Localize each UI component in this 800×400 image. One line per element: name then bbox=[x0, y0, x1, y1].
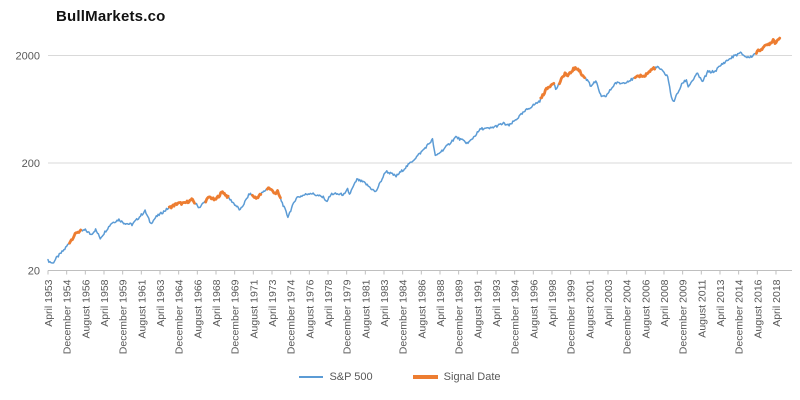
y-axis-label: 20 bbox=[28, 266, 40, 278]
signal-date-segment bbox=[265, 186, 282, 200]
x-axis-label: December 1979 bbox=[342, 279, 354, 354]
x-axis-label: April 2018 bbox=[771, 279, 783, 326]
x-axis-label: December 1964 bbox=[174, 279, 186, 354]
sp500-line-swatch bbox=[299, 376, 324, 378]
chart-title: BullMarkets.co bbox=[56, 8, 166, 25]
x-axis-label: August 2006 bbox=[640, 279, 652, 338]
signal-date-segment bbox=[250, 192, 263, 200]
x-axis-label: August 2001 bbox=[584, 279, 596, 338]
x-axis-label: August 2011 bbox=[696, 279, 708, 337]
legend-item-sp500: S&P 500 bbox=[299, 371, 373, 383]
chart-legend: S&P 500 Signal Date bbox=[0, 371, 800, 383]
x-axis-label: April 1963 bbox=[155, 279, 167, 326]
x-axis-label: April 2013 bbox=[715, 279, 727, 326]
legend-label-signal: Signal Date bbox=[443, 371, 501, 383]
signal-date-segment bbox=[755, 36, 782, 55]
signal-date-segment bbox=[539, 81, 556, 100]
sp500-line bbox=[47, 37, 781, 264]
x-axis-label: August 2016 bbox=[752, 279, 764, 338]
x-axis-label: December 1969 bbox=[230, 279, 242, 354]
y-axis-label: 200 bbox=[22, 158, 40, 170]
x-axis-label: April 1998 bbox=[547, 279, 559, 326]
signal-date-segment bbox=[558, 66, 586, 86]
x-axis-label: April 1958 bbox=[99, 279, 111, 326]
signal-date-segment bbox=[204, 190, 230, 204]
x-axis-label: April 1993 bbox=[491, 279, 503, 326]
x-axis-label: December 1989 bbox=[454, 279, 466, 354]
legend-item-signal: Signal Date bbox=[412, 371, 501, 383]
x-axis-label: April 1988 bbox=[435, 279, 447, 326]
x-axis-label: December 1954 bbox=[62, 279, 74, 354]
x-axis-label: December 1974 bbox=[286, 279, 298, 354]
x-axis-label: December 1984 bbox=[398, 279, 410, 354]
x-axis-label: April 2008 bbox=[659, 279, 671, 326]
x-axis-label: August 1971 bbox=[248, 279, 260, 338]
x-axis-label: August 1981 bbox=[360, 279, 372, 338]
x-axis-label: August 1956 bbox=[80, 279, 92, 338]
x-axis-label: December 2009 bbox=[678, 279, 690, 354]
x-axis-label: April 1968 bbox=[211, 279, 223, 326]
x-axis-label: December 2014 bbox=[734, 279, 746, 354]
y-axis-label: 2000 bbox=[16, 51, 40, 63]
signal-line-swatch bbox=[412, 375, 438, 379]
x-axis-label: August 1986 bbox=[416, 279, 428, 338]
x-axis-label: December 1994 bbox=[510, 279, 522, 354]
x-axis-label: August 1996 bbox=[528, 279, 540, 338]
x-axis-label: April 2003 bbox=[603, 279, 615, 326]
legend-label-sp500: S&P 500 bbox=[329, 371, 373, 383]
x-axis-label: August 1976 bbox=[304, 279, 316, 338]
x-axis-label: August 1991 bbox=[472, 279, 484, 338]
x-axis-label: April 1983 bbox=[379, 279, 391, 326]
signal-date-segment bbox=[167, 197, 196, 210]
x-axis-label: April 1973 bbox=[267, 279, 279, 326]
x-axis-label: August 1961 bbox=[136, 279, 148, 338]
x-axis-label: December 1959 bbox=[118, 279, 130, 354]
x-axis-label: April 1978 bbox=[323, 279, 335, 326]
signal-date-segment bbox=[633, 66, 656, 80]
x-axis-label: August 1966 bbox=[192, 279, 204, 338]
x-axis-label: April 1953 bbox=[43, 279, 55, 326]
x-axis-label: December 1999 bbox=[566, 279, 578, 354]
signal-date-segment bbox=[68, 228, 83, 245]
x-axis-label: December 2004 bbox=[622, 279, 634, 354]
